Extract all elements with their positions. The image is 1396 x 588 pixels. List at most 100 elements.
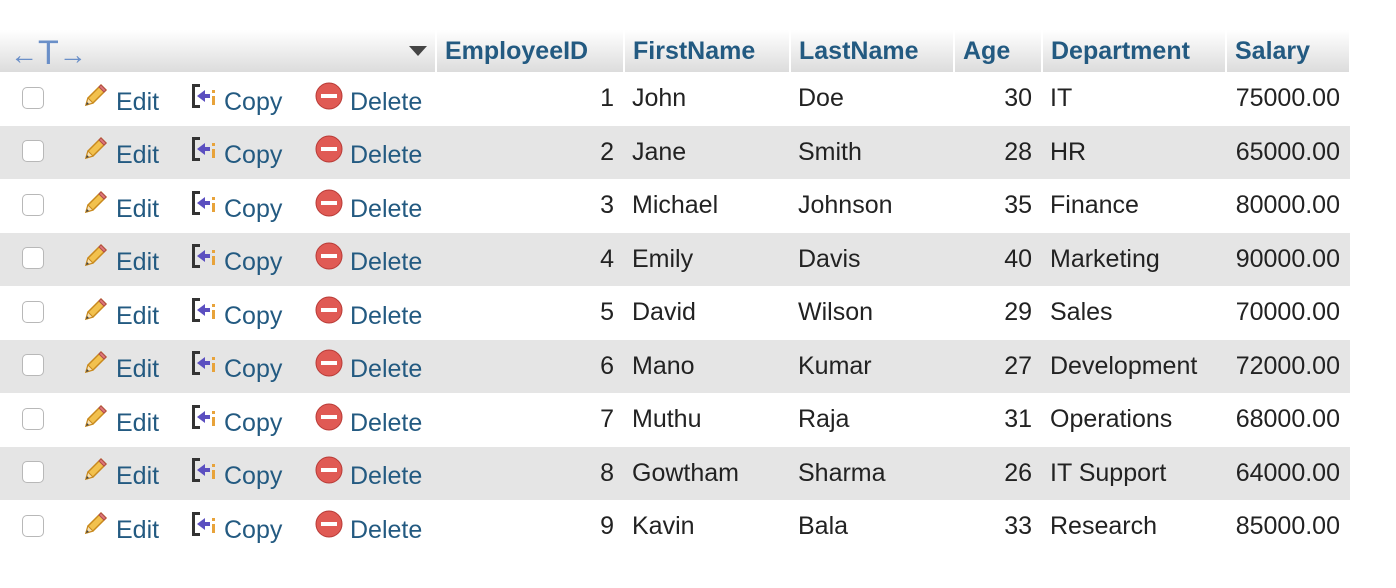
delete-icon — [314, 402, 344, 440]
row-checkbox[interactable] — [22, 193, 44, 216]
cell-employeeid: 3 — [436, 179, 624, 233]
edit-button[interactable]: Edit — [80, 511, 159, 544]
row-checkbox[interactable] — [22, 354, 44, 377]
cell-employeeid: 5 — [436, 286, 624, 340]
delete-button[interactable]: Delete — [314, 242, 422, 276]
cell-salary: 85000.00 — [1226, 500, 1350, 554]
cell-salary: 68000.00 — [1226, 393, 1350, 447]
pencil-icon — [80, 188, 110, 226]
row-checkbox[interactable] — [22, 86, 44, 109]
edit-button[interactable]: Edit — [80, 83, 159, 116]
cell-department: IT — [1042, 72, 1226, 126]
delete-icon — [314, 134, 344, 172]
delete-icon — [314, 188, 344, 226]
cell-lastname: Wilson — [790, 286, 954, 340]
copy-button[interactable]: Copy — [188, 404, 282, 437]
edit-button[interactable]: Edit — [80, 404, 159, 437]
column-arrows-icon[interactable]: ←T→ — [10, 34, 87, 72]
edit-button[interactable]: Edit — [80, 297, 159, 330]
delete-button[interactable]: Delete — [314, 349, 422, 383]
cell-lastname: Doe — [790, 72, 954, 126]
column-header-employeeid[interactable]: EmployeeID — [436, 30, 625, 72]
cell-firstname: Emily — [624, 232, 790, 286]
cell-age: 28 — [954, 125, 1042, 179]
row-checkbox[interactable] — [22, 461, 44, 484]
row-tools-cell: Edit Copy — [0, 232, 436, 286]
copy-button[interactable]: Copy — [188, 190, 282, 223]
copy-button[interactable]: Copy — [188, 243, 282, 276]
pencil-icon — [80, 402, 110, 440]
row-checkbox[interactable] — [22, 514, 44, 537]
delete-icon — [314, 81, 344, 119]
edit-button[interactable]: Edit — [80, 190, 159, 223]
row-tools-cell: Edit Copy — [0, 339, 436, 393]
delete-button[interactable]: Delete — [314, 456, 422, 490]
delete-button[interactable]: Delete — [314, 135, 422, 169]
copy-icon — [188, 509, 218, 547]
cell-salary: 65000.00 — [1226, 125, 1350, 179]
column-header-firstname[interactable]: FirstName — [624, 30, 791, 72]
sort-caret-icon[interactable] — [409, 46, 427, 56]
column-header-lastname[interactable]: LastName — [790, 30, 955, 72]
cell-firstname: Kavin — [624, 500, 790, 554]
cell-department: HR — [1042, 125, 1226, 179]
copy-button[interactable]: Copy — [188, 136, 282, 169]
copy-icon — [188, 455, 218, 493]
cell-salary: 80000.00 — [1226, 179, 1350, 233]
copy-icon — [188, 134, 218, 172]
column-header-department[interactable]: Department — [1042, 30, 1227, 72]
copy-button[interactable]: Copy — [188, 297, 282, 330]
delete-button[interactable]: Delete — [314, 82, 422, 116]
cell-firstname: Jane — [624, 125, 790, 179]
cell-department: Operations — [1042, 393, 1226, 447]
cell-lastname: Raja — [790, 393, 954, 447]
cell-department: Development — [1042, 339, 1226, 393]
cell-lastname: Sharma — [790, 446, 954, 500]
cell-department: Marketing — [1042, 232, 1226, 286]
delete-icon — [314, 241, 344, 279]
delete-icon — [314, 509, 344, 547]
cell-employeeid: 4 — [436, 232, 624, 286]
copy-icon — [188, 188, 218, 226]
copy-button[interactable]: Copy — [188, 350, 282, 383]
edit-button[interactable]: Edit — [80, 243, 159, 276]
pencil-icon — [80, 81, 110, 119]
cell-lastname: Smith — [790, 125, 954, 179]
delete-icon — [314, 348, 344, 386]
cell-department: Finance — [1042, 179, 1226, 233]
cell-salary: 64000.00 — [1226, 446, 1350, 500]
delete-button[interactable]: Delete — [314, 296, 422, 330]
delete-button[interactable]: Delete — [314, 403, 422, 437]
cell-employeeid: 6 — [436, 339, 624, 393]
cell-age: 30 — [954, 72, 1042, 126]
row-checkbox[interactable] — [22, 140, 44, 163]
cell-age: 26 — [954, 446, 1042, 500]
table-row: Edit Copy — [0, 286, 1350, 340]
table-row: Edit Copy — [0, 500, 1350, 554]
cell-salary: 75000.00 — [1226, 72, 1350, 126]
row-checkbox[interactable] — [22, 407, 44, 430]
table-row: Edit Copy — [0, 339, 1350, 393]
edit-button[interactable]: Edit — [80, 350, 159, 383]
row-checkbox[interactable] — [22, 300, 44, 323]
column-header-age[interactable]: Age — [954, 30, 1043, 72]
column-header-salary[interactable]: Salary — [1226, 30, 1351, 72]
row-tools-cell: Edit Copy — [0, 500, 436, 554]
cell-firstname: Gowtham — [624, 446, 790, 500]
copy-button[interactable]: Copy — [188, 457, 282, 490]
edit-button[interactable]: Edit — [80, 457, 159, 490]
cell-employeeid: 7 — [436, 393, 624, 447]
copy-button[interactable]: Copy — [188, 83, 282, 116]
delete-button[interactable]: Delete — [314, 189, 422, 223]
cell-firstname: Muthu — [624, 393, 790, 447]
cell-lastname: Bala — [790, 500, 954, 554]
delete-icon — [314, 295, 344, 333]
pencil-icon — [80, 134, 110, 172]
table-row: Edit Copy — [0, 232, 1350, 286]
edit-button[interactable]: Edit — [80, 136, 159, 169]
cell-lastname: Kumar — [790, 339, 954, 393]
delete-button[interactable]: Delete — [314, 510, 422, 544]
row-checkbox[interactable] — [22, 247, 44, 270]
copy-button[interactable]: Copy — [188, 511, 282, 544]
copy-icon — [188, 295, 218, 333]
